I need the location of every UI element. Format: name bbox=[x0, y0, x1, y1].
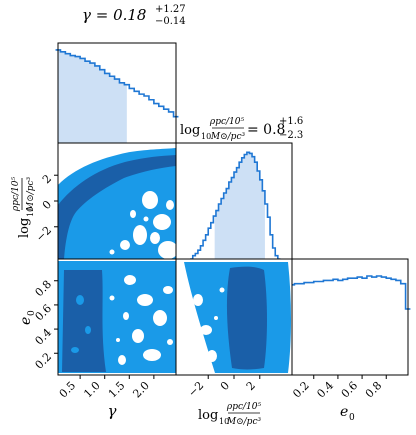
xlabel-rho-log: log bbox=[198, 408, 218, 423]
hist-shade-gamma bbox=[58, 49, 127, 143]
hist-line-rho bbox=[190, 151, 281, 260]
marginal-histograms bbox=[55, 49, 411, 310]
ylabel-rho: log 10 ρpc/10⁵ M⊙/pc³ bbox=[11, 177, 36, 238]
contour-inner-gamma-e0 bbox=[62, 270, 106, 372]
title-rho-plus: +1.6 bbox=[279, 116, 303, 127]
title-gamma: γ = 0.18 +1.27 −0.14 bbox=[82, 4, 186, 27]
xlabel-e0-e: e bbox=[340, 404, 348, 420]
outer-noise-gamma-e0 bbox=[109, 275, 173, 365]
xlabel-e0: e 0 bbox=[340, 404, 355, 423]
title-rho-minus: −2.3 bbox=[279, 130, 303, 141]
contour-inner-rho-e0 bbox=[226, 266, 267, 370]
title-gamma-minus: −0.14 bbox=[155, 16, 186, 27]
contour-inner-gamma-rho bbox=[58, 155, 176, 259]
title-rho-frac-num: ρpc/10⁵ bbox=[209, 117, 245, 127]
ylabel-rho-frac-den: M⊙/pc³ bbox=[26, 177, 36, 213]
xtick-label-0-0: 0.5 bbox=[57, 379, 79, 401]
xtick-label-2-1: 0.4 bbox=[314, 379, 336, 401]
ylabel-e0: e 0 bbox=[18, 310, 37, 325]
ylabel-e0-sub: 0 bbox=[27, 310, 37, 316]
xtick-label-2-2: 0.6 bbox=[339, 379, 361, 401]
title-gamma-value: γ = 0.18 bbox=[82, 6, 146, 24]
xlabel-rho-log-base: 10 bbox=[219, 417, 229, 426]
ytick-label-2-3: 0.8 bbox=[33, 278, 55, 300]
xlabel-rho-frac-num: ρpc/10⁵ bbox=[226, 402, 262, 412]
ytick-label-1-1: 0 bbox=[40, 198, 54, 212]
xtick-label-2-3: 0.8 bbox=[363, 379, 385, 401]
xtick-label-0-2: 1.5 bbox=[106, 379, 128, 401]
xtick-label-0-1: 1.0 bbox=[81, 379, 103, 401]
title-rho: log 10 ρpc/10⁵ M⊙/pc³ = 0.8 +1.6 −2.3 bbox=[180, 116, 303, 142]
xtick-label-0-3: 2.0 bbox=[130, 379, 152, 401]
frame-2-2 bbox=[291, 258, 409, 376]
contour-outer-gamma-rho bbox=[58, 148, 176, 259]
hist-line-gamma bbox=[55, 49, 179, 118]
panel-gamma-rho bbox=[58, 143, 176, 259]
hist-shade-rho bbox=[214, 152, 265, 259]
ytick-label-1-2: 2 bbox=[40, 172, 54, 186]
ylabel-rho-log: log bbox=[17, 218, 32, 238]
ylabel-rho-frac-num: ρpc/10⁵ bbox=[11, 177, 21, 213]
xlabel-e0-sub: 0 bbox=[349, 413, 355, 423]
ytick-label-2-0: 0.2 bbox=[33, 350, 55, 372]
panel-rho-e0 bbox=[176, 259, 292, 375]
xlabel-rho-frac-den: M⊙/pc³ bbox=[226, 417, 262, 427]
xtick-label-1-2: 2 bbox=[244, 379, 258, 393]
hist-line-e0 bbox=[289, 275, 411, 310]
title-rho-value: = 0.8 bbox=[247, 122, 285, 138]
ylabel-rho-log-base: 10 bbox=[26, 207, 35, 217]
ytick-label-1-0: −2 bbox=[33, 224, 54, 245]
xtick-label-2-0: 0.2 bbox=[290, 379, 312, 401]
outer-noise-rho-e0 bbox=[193, 287, 225, 362]
xtick-label-1-0: −2 bbox=[186, 379, 207, 400]
title-gamma-plus: +1.27 bbox=[155, 4, 186, 15]
title-rho-frac-den: M⊙/pc³ bbox=[210, 132, 246, 142]
xtick-label-1-1: 0 bbox=[218, 379, 232, 393]
outer-noise-gamma-rho bbox=[109, 191, 176, 259]
title-rho-log-base: 10 bbox=[201, 132, 211, 141]
ylabel-e0-e: e bbox=[18, 317, 34, 325]
xlabel-gamma: γ bbox=[108, 402, 117, 420]
title-rho-log: log bbox=[180, 123, 200, 138]
panel-gamma-e0 bbox=[58, 259, 176, 375]
inner-noise-gamma-e0 bbox=[71, 295, 91, 353]
ytick-label-2-1: 0.4 bbox=[33, 326, 55, 348]
xlabel-rho: log 10 ρpc/10⁵ M⊙/pc³ bbox=[198, 402, 261, 427]
